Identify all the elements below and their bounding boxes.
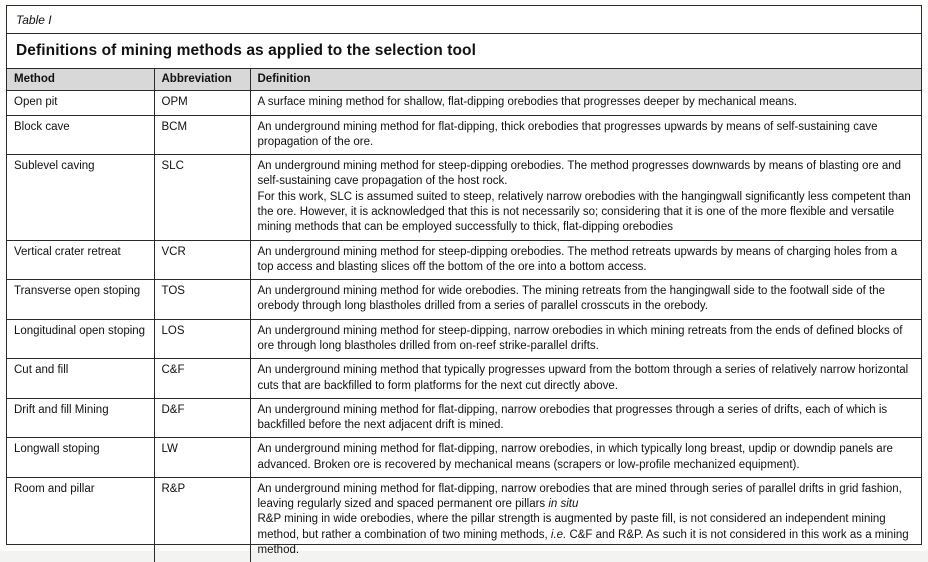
definition-cell: An underground mining method for steep-d… [249, 239, 921, 281]
definition-cell: An underground mining method for wide or… [249, 279, 921, 320]
table-header: Method Abbreviation Definition [7, 67, 921, 92]
method-cell: Block cave [7, 114, 155, 156]
method-cell: Room and pillar [7, 476, 155, 562]
column-header-definition: Definition [249, 67, 921, 92]
abbreviation-cell: BCM [153, 114, 251, 156]
table-row: Cut and fill C&F An underground mining m… [7, 358, 921, 399]
table-row: Block cave BCM An underground mining met… [7, 114, 921, 156]
definition-cell: An underground mining method for flat-di… [249, 437, 921, 478]
method-cell: Drift and fill Mining [7, 397, 155, 439]
table-row: Longitudinal open stoping LOS An undergr… [7, 318, 921, 360]
abbreviation-cell: D&F [153, 397, 251, 439]
table-row: Open pit OPM A surface mining method for… [7, 90, 921, 116]
table-title: Definitions of mining methods as applied… [16, 42, 477, 59]
definitions-table: Method Abbreviation Definition Open pit … [7, 67, 921, 562]
table-row: Sublevel caving SLC An underground minin… [7, 154, 921, 241]
definition-cell: An underground mining method for steep-d… [249, 318, 921, 360]
abbreviation-cell: R&P [153, 476, 251, 562]
definition-cell: An underground mining method that typica… [249, 358, 921, 399]
method-cell: Open pit [7, 90, 155, 116]
column-header-abbreviation: Abbreviation [153, 67, 251, 92]
method-cell: Sublevel caving [7, 154, 155, 241]
definition-cell: An underground mining method for flat-di… [249, 397, 921, 439]
table-row: Transverse open stoping TOS An undergrou… [7, 279, 921, 320]
definition-cell: A surface mining method for shallow, fla… [249, 90, 921, 116]
method-cell: Transverse open stoping [7, 279, 155, 320]
table-body: Open pit OPM A surface mining method for… [7, 90, 921, 562]
abbreviation-cell: LOS [153, 318, 251, 360]
abbreviation-cell: VCR [153, 239, 251, 281]
abbreviation-cell: LW [153, 437, 251, 478]
column-header-method: Method [7, 67, 155, 92]
method-cell: Vertical crater retreat [7, 239, 155, 281]
definition-cell: An underground mining method for flat-di… [249, 114, 921, 156]
method-cell: Cut and fill [7, 358, 155, 399]
table-row: Drift and fill Mining D&F An underground… [7, 397, 921, 439]
abbreviation-cell: TOS [153, 279, 251, 320]
table-row: Longwall stoping LW An underground minin… [7, 437, 921, 478]
table-frame: Table I Definitions of mining methods as… [6, 5, 922, 562]
method-cell: Longitudinal open stoping [7, 318, 155, 360]
table-row: Vertical crater retreat VCR An undergrou… [7, 239, 921, 281]
method-cell: Longwall stoping [7, 437, 155, 478]
table-row: Room and pillar R&P An underground minin… [7, 476, 921, 562]
abbreviation-cell: OPM [153, 90, 251, 116]
table-caption: Table I [7, 6, 921, 34]
definition-cell: An underground mining method for steep-d… [249, 154, 921, 241]
definition-cell: An underground mining method for flat-di… [249, 476, 921, 562]
abbreviation-cell: SLC [153, 154, 251, 241]
abbreviation-cell: C&F [153, 358, 251, 399]
